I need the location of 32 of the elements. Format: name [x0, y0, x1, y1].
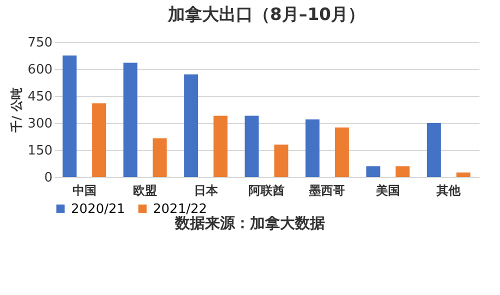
- y-tick-label: 600: [28, 62, 52, 78]
- bar: [274, 144, 288, 177]
- x-tick-label: 阿联酋: [248, 184, 284, 198]
- legend-label: 2021/22: [153, 202, 208, 217]
- x-tick-label: 中国: [72, 184, 96, 198]
- x-tick-label: 墨西哥: [308, 184, 346, 198]
- bar: [426, 123, 441, 177]
- x-tick-label: 欧盟: [133, 184, 158, 198]
- y-tick-label: 450: [28, 90, 52, 104]
- x-tick-label: 美国: [374, 184, 400, 198]
- bar: [334, 128, 349, 177]
- bar: [92, 103, 106, 177]
- bar: [152, 138, 167, 177]
- bar: [214, 116, 228, 177]
- x-tick-label: 日本: [194, 184, 219, 198]
- source-note: 数据来源：加拿大数据: [175, 214, 325, 232]
- bar: [456, 172, 470, 177]
- chart-title: 加拿大出口（8月–10月）: [167, 5, 365, 25]
- x-tick-label: 其他: [436, 184, 462, 198]
- bar: [396, 166, 410, 177]
- bar: [62, 56, 77, 177]
- bar: [366, 166, 380, 177]
- y-tick-label: 300: [28, 116, 52, 132]
- bar: [123, 62, 138, 177]
- y-tick-label: 150: [28, 144, 52, 158]
- y-tick-label: 0: [44, 170, 52, 186]
- y-tick-label: 750: [28, 36, 52, 50]
- bar: [184, 74, 198, 177]
- y-axis-title: 千/ 公吨: [10, 88, 24, 134]
- bar: [305, 119, 320, 177]
- legend-label: 2020/21: [71, 202, 126, 217]
- bar: [244, 116, 259, 177]
